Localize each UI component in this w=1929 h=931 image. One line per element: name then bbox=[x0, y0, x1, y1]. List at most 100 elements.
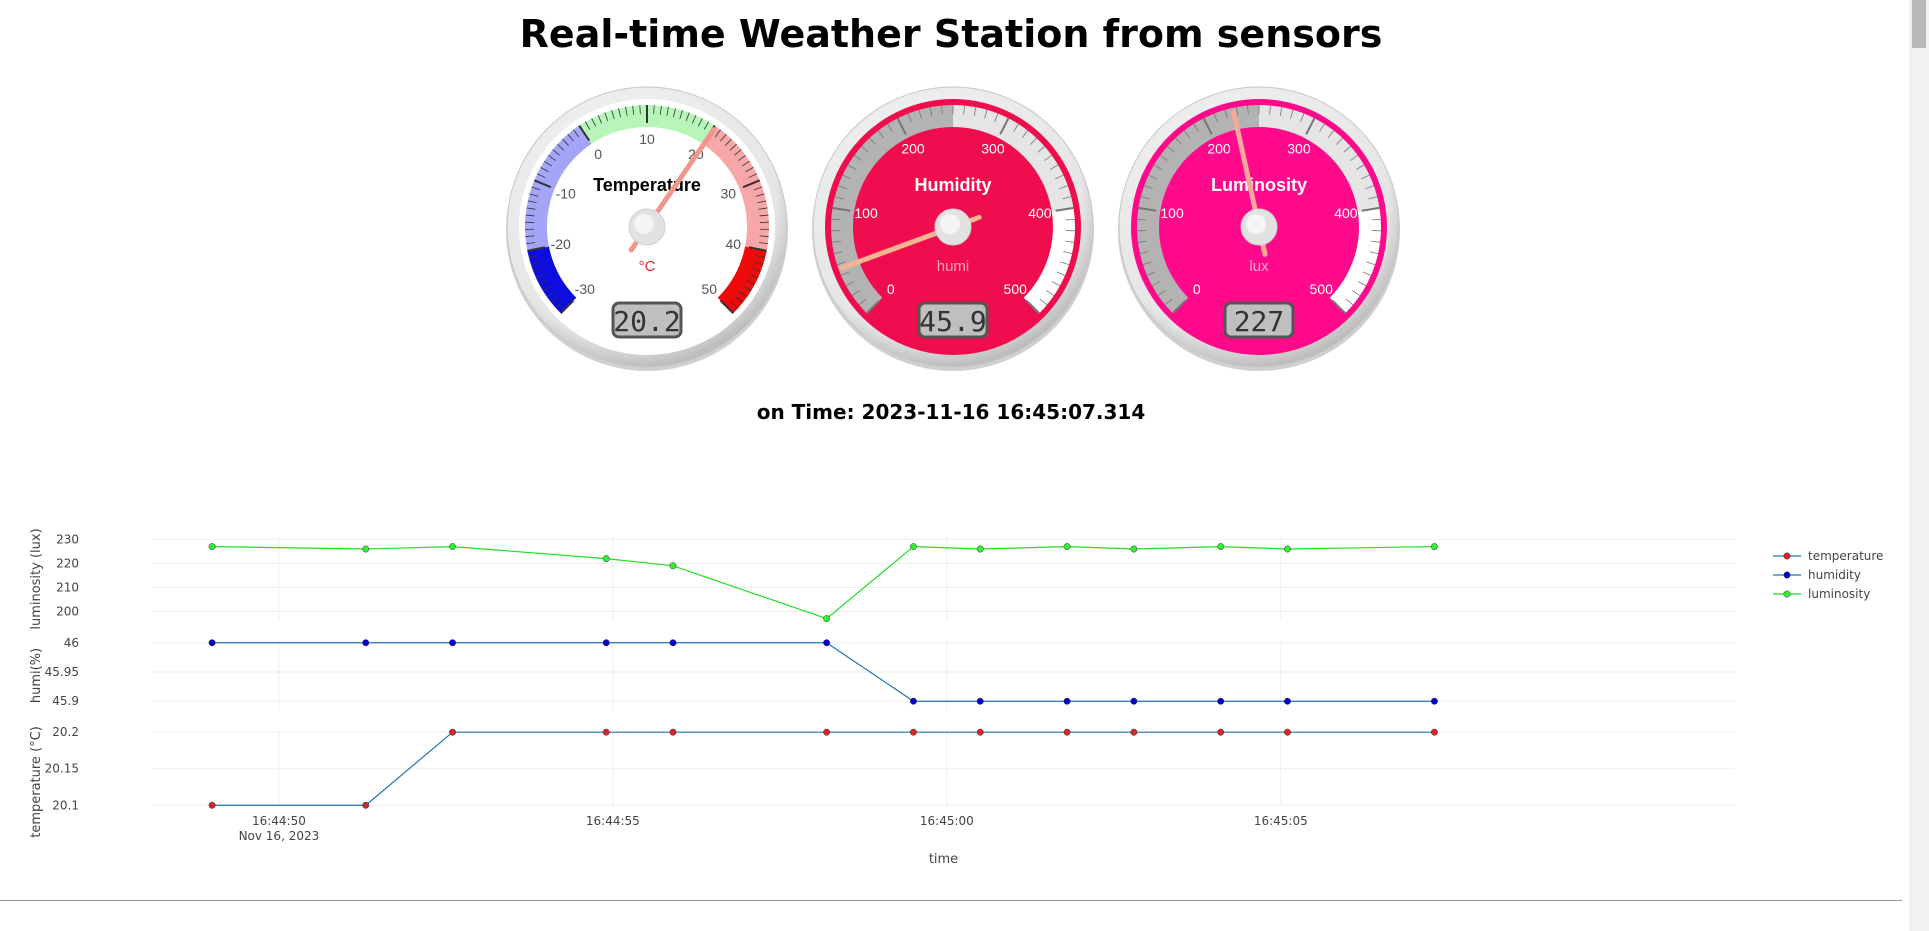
gauge-minor-tick bbox=[537, 173, 546, 179]
gauge-value: 45.9 bbox=[919, 305, 986, 338]
y-tick-label: 20.1 bbox=[52, 798, 79, 812]
series-line-luminosity bbox=[212, 545, 1435, 620]
gauge-minor-tick bbox=[1051, 281, 1061, 287]
gauge-minor-tick bbox=[632, 105, 635, 115]
gauge-minor-tick bbox=[548, 154, 556, 161]
gauge-minor-tick bbox=[546, 291, 555, 298]
data-point-luminosity bbox=[1284, 545, 1291, 553]
data-point-temperature bbox=[669, 728, 677, 736]
gauge-minor-tick bbox=[731, 301, 739, 309]
gauge-major-tick bbox=[896, 117, 907, 135]
gauge-minor-tick bbox=[759, 214, 769, 217]
gauge-value-box bbox=[917, 301, 989, 339]
gauge-minor-tick bbox=[540, 167, 549, 173]
gauge-minor-tick bbox=[1368, 196, 1378, 200]
gauge-minor-tick bbox=[685, 112, 690, 122]
gauge-minor-tick bbox=[907, 113, 912, 123]
gauge-minor-tick bbox=[550, 296, 559, 303]
scrollbar[interactable] bbox=[1909, 0, 1929, 931]
data-point-humidity bbox=[1063, 697, 1071, 705]
x-axis-title: time bbox=[929, 852, 958, 867]
gauge-minor-tick bbox=[1319, 123, 1325, 132]
gauge-minor-tick bbox=[739, 291, 748, 298]
gauge-minor-tick bbox=[539, 279, 548, 285]
gauge-tick-label: 200 bbox=[901, 141, 925, 157]
data-point-temperature bbox=[823, 728, 831, 736]
data-point-luminosity bbox=[362, 545, 370, 553]
data-point-humidity bbox=[976, 697, 984, 705]
page-title: Real-time Weather Station from sensors bbox=[519, 12, 1383, 56]
data-point-luminosity bbox=[1130, 545, 1138, 553]
gauge-minor-tick bbox=[1247, 105, 1249, 115]
gauge-tick-label: 0 bbox=[887, 281, 895, 297]
data-point-luminosity bbox=[669, 562, 677, 570]
gauge-minor-tick bbox=[1224, 109, 1228, 119]
gauge-minor-tick bbox=[861, 146, 869, 153]
luminosity-gauge: 0 100 200 300 400 500 Luminosity lux 227 bbox=[1114, 82, 1404, 372]
gauge-minor-tick bbox=[597, 115, 603, 124]
gauge-minor-tick bbox=[1055, 174, 1064, 180]
timestamp: on Time: 2023-11-16 16:45:07.314 bbox=[756, 400, 1146, 424]
gauge-minor-tick bbox=[557, 143, 565, 151]
gauge-minor-tick bbox=[833, 251, 843, 255]
scrollbar-thumb[interactable] bbox=[1912, 0, 1926, 48]
gauge-minor-tick bbox=[729, 143, 737, 151]
gauge-minor-tick bbox=[618, 108, 622, 118]
gauge-minor-tick bbox=[573, 129, 580, 138]
gauge-minor-tick bbox=[703, 121, 710, 130]
gauge-minor-tick bbox=[1213, 113, 1218, 123]
gauge-minor-tick bbox=[851, 290, 860, 296]
data-point-humidity bbox=[669, 639, 677, 647]
gauge-minor-tick bbox=[1327, 130, 1335, 138]
gauge-major-tick bbox=[560, 299, 575, 314]
gauge-minor-tick bbox=[734, 149, 742, 156]
gauge-minor-tick bbox=[1300, 113, 1305, 123]
legend-item-luminosity: luminosity bbox=[1773, 587, 1870, 601]
gauge-minor-tick bbox=[735, 296, 744, 303]
gauge-tick-label: -10 bbox=[556, 185, 576, 201]
gauge-minor-tick bbox=[973, 107, 977, 117]
y-tick-label: 45.9 bbox=[52, 694, 79, 708]
gauge-minor-tick bbox=[666, 106, 669, 116]
humidity-gauge: 0 100 200 300 400 500 Humidity humi 45.9 bbox=[808, 82, 1098, 372]
gauge-minor-tick bbox=[845, 281, 855, 287]
gauge-minor-tick bbox=[1144, 185, 1153, 190]
gauge-minor-tick bbox=[1164, 298, 1173, 306]
gauge-minor-tick bbox=[741, 160, 750, 167]
gauge-minor-tick bbox=[530, 261, 540, 266]
gauge-value: 20.2 bbox=[613, 305, 680, 338]
legend-item-temperature: temperature bbox=[1773, 549, 1883, 563]
gauge-value: 227 bbox=[1234, 305, 1285, 338]
data-point-temperature bbox=[449, 728, 457, 736]
gauge-minor-tick bbox=[842, 174, 851, 180]
y-tick-label: 20.2 bbox=[52, 725, 79, 739]
gauge-hub-highlight bbox=[1246, 214, 1266, 234]
legend-marker bbox=[1783, 571, 1791, 579]
gauge-tick-label: -30 bbox=[575, 281, 595, 297]
data-point-temperature bbox=[1284, 728, 1291, 736]
data-point-temperature bbox=[1130, 728, 1138, 736]
gauge-minor-tick bbox=[1371, 240, 1381, 243]
gauge-minor-tick bbox=[869, 137, 876, 145]
gauge-minor-tick bbox=[528, 255, 538, 259]
gauge-tick-label: 300 bbox=[1287, 141, 1311, 157]
gauge-minor-tick bbox=[1157, 290, 1166, 296]
data-point-luminosity bbox=[1430, 543, 1438, 551]
gauge-minor-tick bbox=[756, 255, 766, 259]
data-point-humidity bbox=[909, 697, 917, 705]
y-axis-title: temperature (°C) bbox=[29, 726, 44, 838]
gauge-minor-tick bbox=[1065, 218, 1075, 221]
data-point-temperature bbox=[976, 728, 984, 736]
gauge-minor-tick bbox=[533, 267, 542, 272]
gauge-minor-tick bbox=[714, 129, 721, 138]
gauge-minor-tick bbox=[929, 107, 933, 117]
data-point-humidity bbox=[1217, 697, 1225, 705]
gauge-minor-tick bbox=[963, 105, 965, 115]
gauge-minor-tick bbox=[525, 214, 535, 217]
gauge-major-tick bbox=[719, 299, 734, 314]
gauge-minor-tick bbox=[1235, 107, 1239, 117]
gauge-minor-tick bbox=[847, 164, 856, 170]
x-date-label: Nov 16, 2023 bbox=[239, 829, 320, 843]
gauge-minor-tick bbox=[1044, 154, 1052, 161]
gauge-major-tick bbox=[1172, 299, 1187, 314]
